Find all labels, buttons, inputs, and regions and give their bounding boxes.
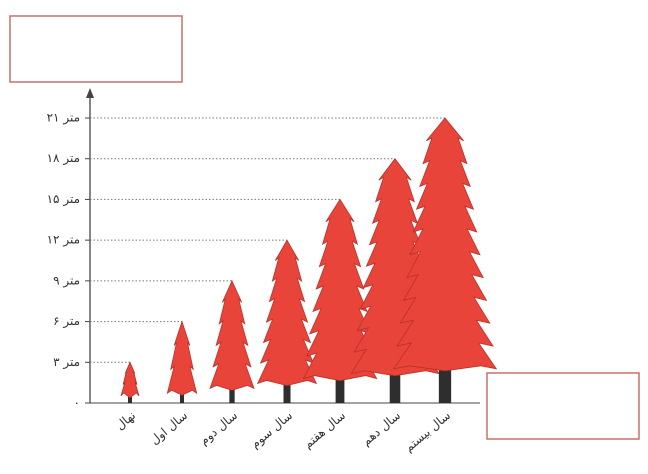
x-tick-label: نهال (113, 408, 138, 432)
y-tick-label: ۱۵ متر (47, 192, 80, 207)
tree (120, 361, 140, 399)
y-tick-label: ۱۸ متر (47, 151, 80, 166)
trunk (335, 362, 345, 403)
tree (209, 279, 255, 391)
trunk (389, 354, 401, 403)
x-tick-label: سال هفتم (301, 408, 348, 451)
tree (256, 239, 318, 386)
y-tick-label: ۹ متر (53, 273, 80, 288)
axis-arrow (86, 88, 94, 98)
y-tick-label: ۲۱ متر (47, 111, 80, 126)
x-tick-label: سال اول (147, 408, 190, 448)
y-tick-label: ۶ متر (53, 314, 80, 329)
tree (302, 198, 378, 381)
y-tick-label: ۰ (74, 396, 80, 410)
x-tick-label: سال دهم (359, 408, 403, 448)
x-tick-label: سال سوم (248, 408, 296, 452)
trunk (229, 378, 235, 403)
trunk (283, 370, 291, 403)
x-tick-label: سال بیستم (402, 408, 454, 454)
y-tick-label: ۱۲ متر (47, 233, 80, 248)
x-tick-label: سال دوم (197, 408, 241, 448)
y-tick-label: ۳ متر (53, 355, 80, 370)
tree (392, 117, 498, 372)
tree (166, 320, 198, 396)
answer-box (9, 15, 183, 83)
answer-box (486, 372, 640, 440)
